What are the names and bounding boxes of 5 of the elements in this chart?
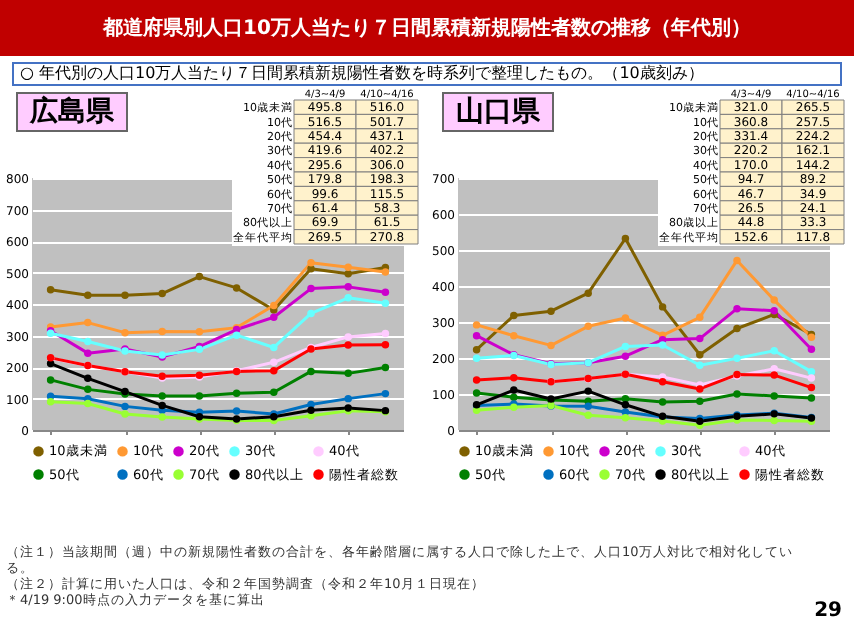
text: ○ 年代別の人口10万人当たり７日間累積新規陽性者数を時系列で整理したもの。（10歳刻み） xyxy=(12,62,842,86)
chart-title: 広島県 xyxy=(16,92,128,132)
text: 29 xyxy=(814,600,842,622)
text: 都道府県別人口10万人当たり７日間累積新規陽性者数の推移（年代別） xyxy=(0,0,854,56)
chart-title: 山口県 xyxy=(442,92,554,132)
